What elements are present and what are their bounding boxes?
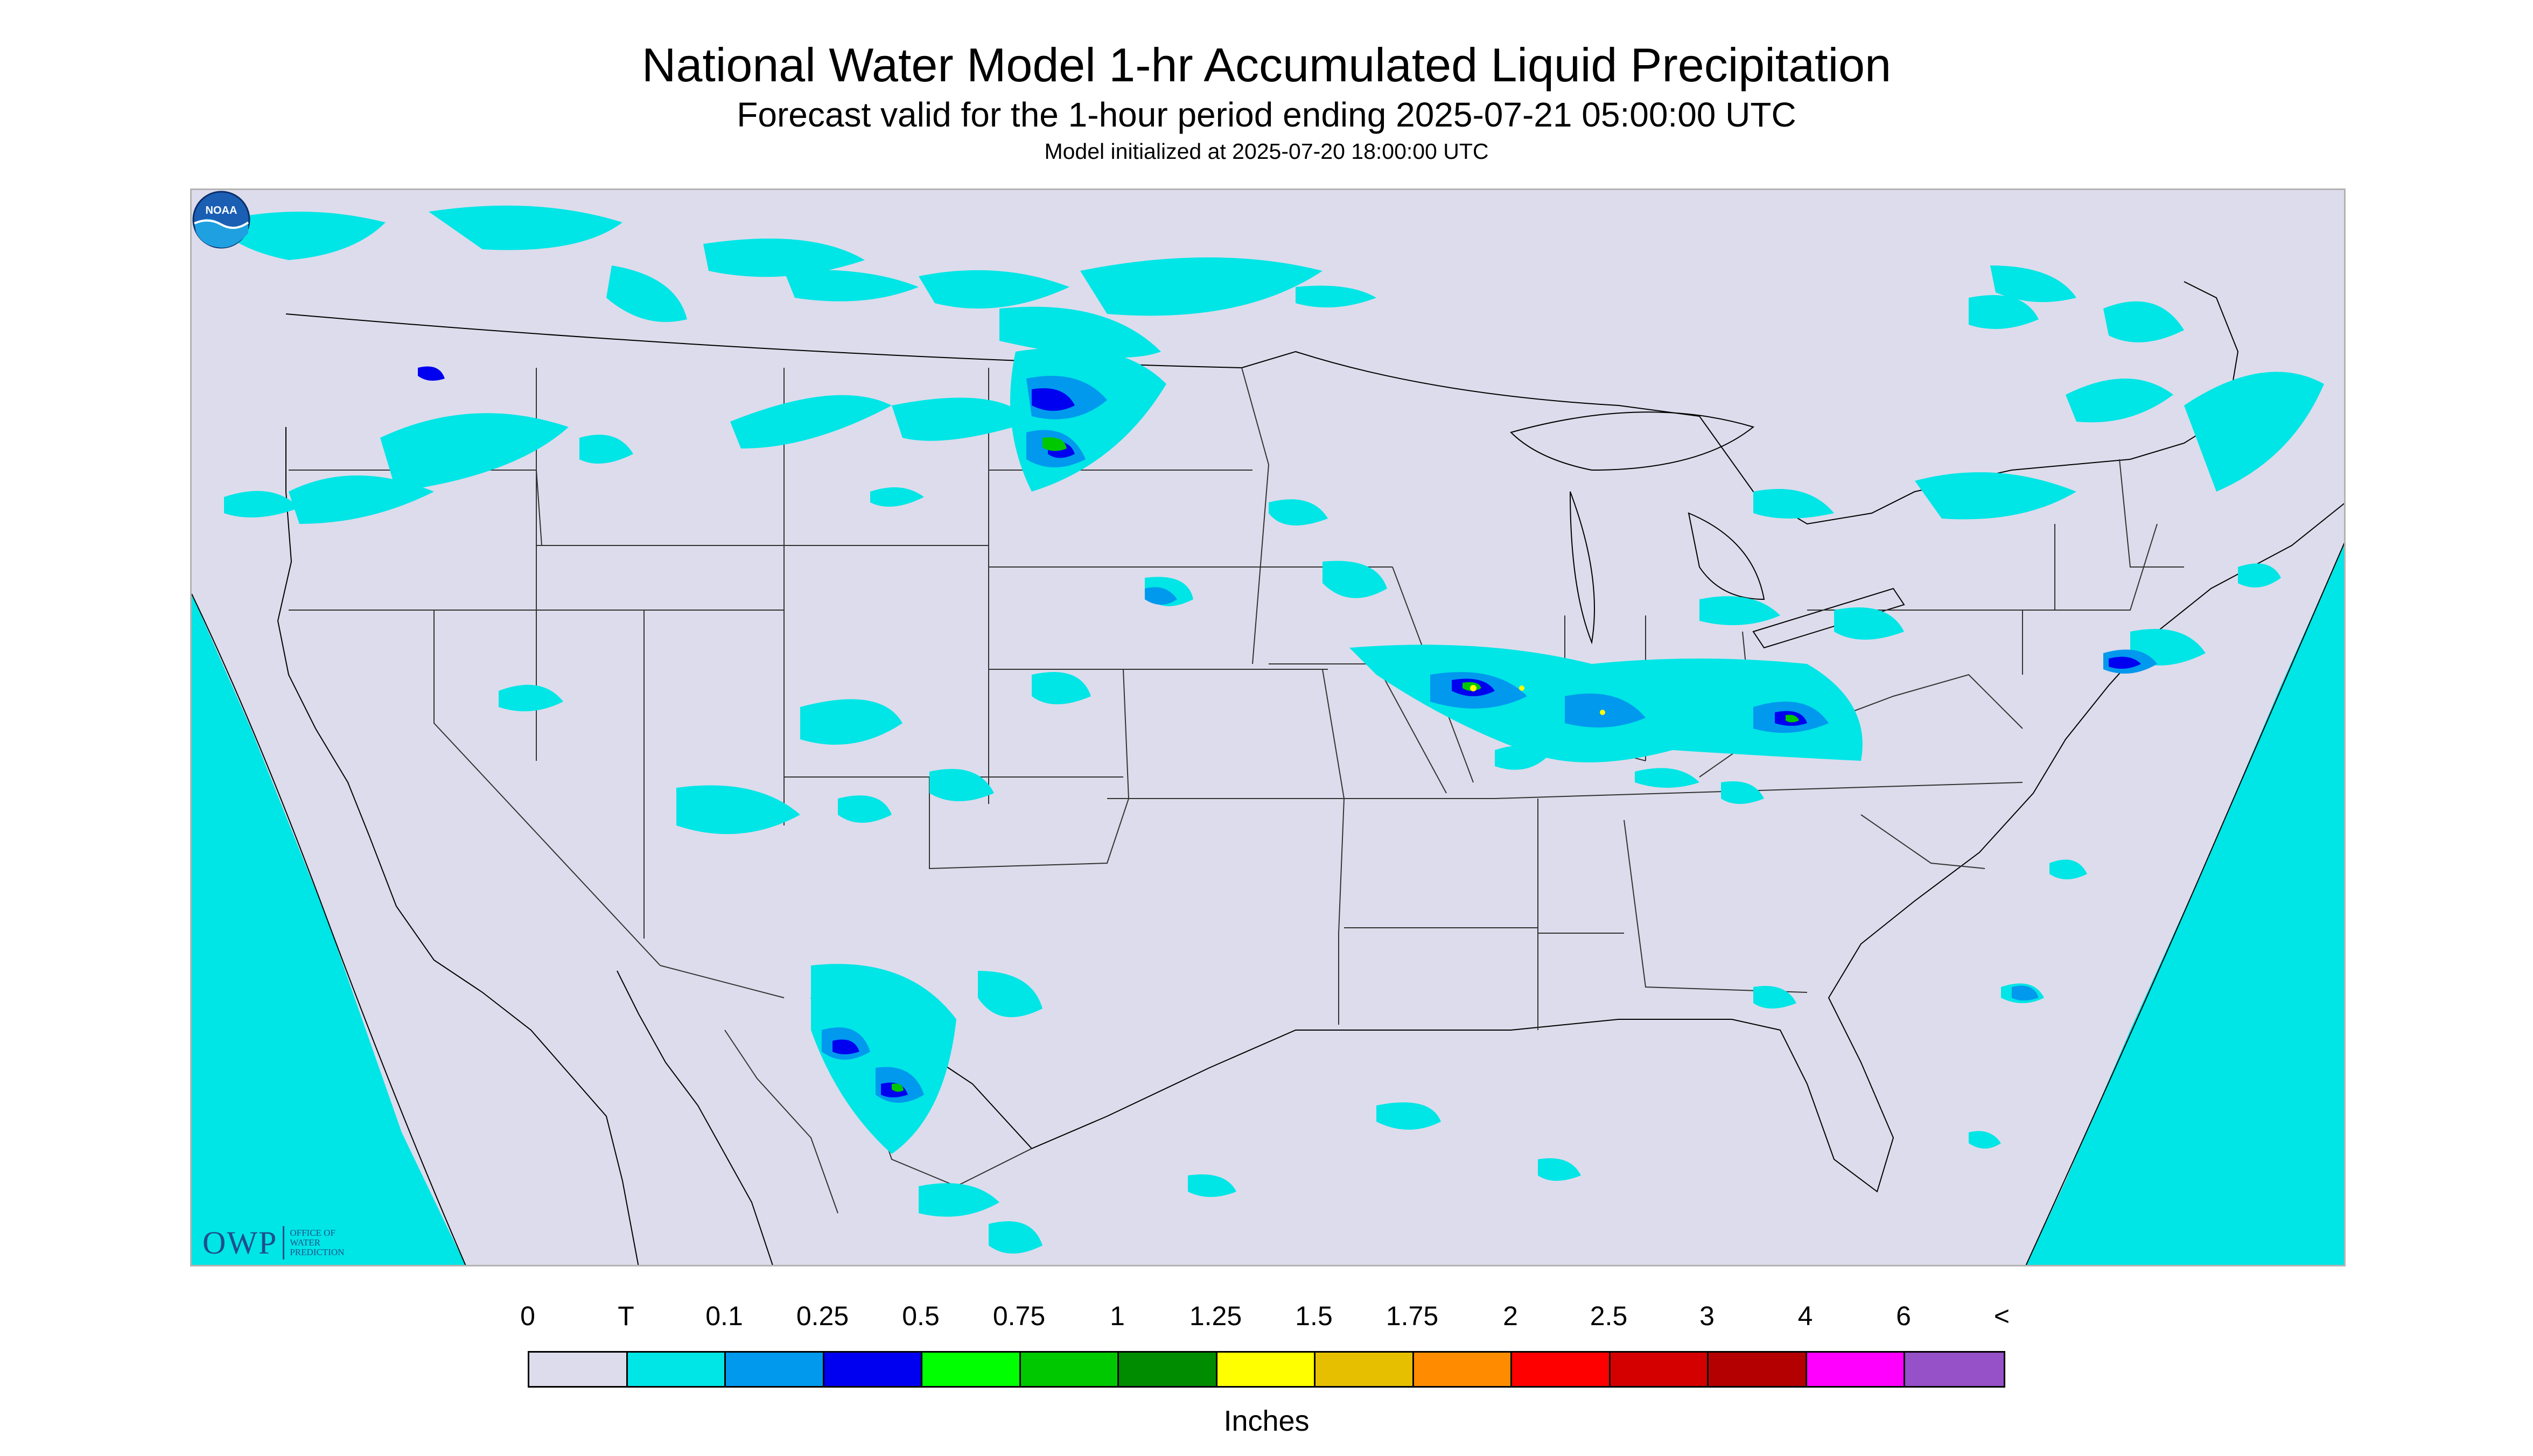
gulf-of-california-coast xyxy=(617,970,773,1265)
precipitation-map: OWP OFFICE OF WATER PREDICTION NOAA xyxy=(190,188,2346,1266)
lake-superior xyxy=(1510,411,1755,471)
legend-tick-label: 1.5 xyxy=(1295,1301,1333,1331)
lake-erie xyxy=(1752,587,1905,649)
legend-tick-label: 0.75 xyxy=(992,1301,1046,1331)
legend-swatch xyxy=(529,1353,628,1386)
legend-tick-label: 4 xyxy=(1797,1301,1813,1331)
legend-tick-label: 0 xyxy=(520,1301,535,1331)
domain-edge-west xyxy=(192,594,466,1265)
legend-swatch xyxy=(1807,1353,1905,1386)
legend-colorbar xyxy=(528,1351,2005,1388)
legend-swatch xyxy=(1414,1353,1512,1386)
owp-logo-mark: OWP xyxy=(202,1224,278,1261)
owp-logo: OWP OFFICE OF WATER PREDICTION xyxy=(202,1221,344,1264)
legend-swatch xyxy=(1316,1353,1414,1386)
precip-very-heavy-areas xyxy=(1470,685,1605,715)
state-boundaries xyxy=(289,367,2184,1030)
owp-logo-line2: WATER xyxy=(290,1237,321,1248)
legend-tick-label: 2 xyxy=(1503,1301,1518,1331)
legend-swatch xyxy=(1512,1353,1611,1386)
owp-logo-line3: PREDICTION xyxy=(290,1247,345,1257)
model-init-line: Model initialized at 2025-07-20 18:00:00… xyxy=(1044,139,1489,164)
legend-swatch xyxy=(1610,1353,1709,1386)
precip-heavy-areas xyxy=(892,437,1799,1092)
legend-tick-label: 1.75 xyxy=(1386,1301,1439,1331)
legend-tick-label: T xyxy=(618,1301,634,1331)
legend-tick-labels: 0 T 0.1 0.25 0.5 0.75 1 1.25 1.5 1.75 2 2.5 3 4 6 < xyxy=(520,1300,2014,1333)
legend-tick-label: 0.25 xyxy=(796,1301,849,1331)
legend-swatch xyxy=(1709,1353,1807,1386)
gulf-coastline xyxy=(810,503,2344,1193)
legend-swatch xyxy=(726,1353,824,1386)
legend-units-label: Inches xyxy=(1223,1405,1310,1437)
map-title: National Water Model 1-hr Accumulated Li… xyxy=(641,38,1892,92)
legend-tick-label: 1 xyxy=(1110,1301,1125,1331)
legend-tick-label: 0.5 xyxy=(902,1301,940,1331)
legend-swatch xyxy=(627,1353,726,1386)
legend-swatch xyxy=(922,1353,1021,1386)
canada-border xyxy=(285,281,2239,525)
owp-logo-divider xyxy=(283,1226,285,1259)
legend-swatch xyxy=(824,1353,922,1386)
legend-tick-label: 2.5 xyxy=(1590,1301,1628,1331)
forecast-valid-subtitle: Forecast valid for the 1-hour period end… xyxy=(737,95,1796,134)
lake-huron xyxy=(1688,512,1765,600)
legend-swatch xyxy=(1217,1353,1316,1386)
map-canvas xyxy=(192,205,2344,1265)
pacific-coastline xyxy=(277,427,639,1265)
domain-boundary-east xyxy=(2025,542,2344,1265)
domain-boundary-west xyxy=(192,593,466,1265)
lake-michigan xyxy=(1570,491,1595,645)
legend-tick-label: 1.25 xyxy=(1189,1301,1242,1331)
noaa-logo-text: NOAA xyxy=(206,205,237,216)
legend-swatch xyxy=(1905,1353,2004,1386)
noaa-logo: NOAA xyxy=(192,191,250,249)
precip-trace-areas xyxy=(213,205,2324,1254)
legend-swatch xyxy=(1119,1353,1217,1386)
legend-tick-label: 3 xyxy=(1699,1301,1715,1331)
domain-edge-east xyxy=(2026,543,2344,1265)
legend-tick-label: < xyxy=(1993,1301,2010,1331)
owp-logo-text: OFFICE OF WATER PREDICTION xyxy=(290,1228,344,1257)
legend-tick-label: 6 xyxy=(1896,1301,1911,1331)
legend-tick-label: 0.1 xyxy=(705,1301,743,1331)
precip-moderate-areas xyxy=(418,366,2141,1097)
owp-logo-line1: OFFICE OF xyxy=(290,1228,335,1238)
legend-swatch xyxy=(1020,1353,1119,1386)
